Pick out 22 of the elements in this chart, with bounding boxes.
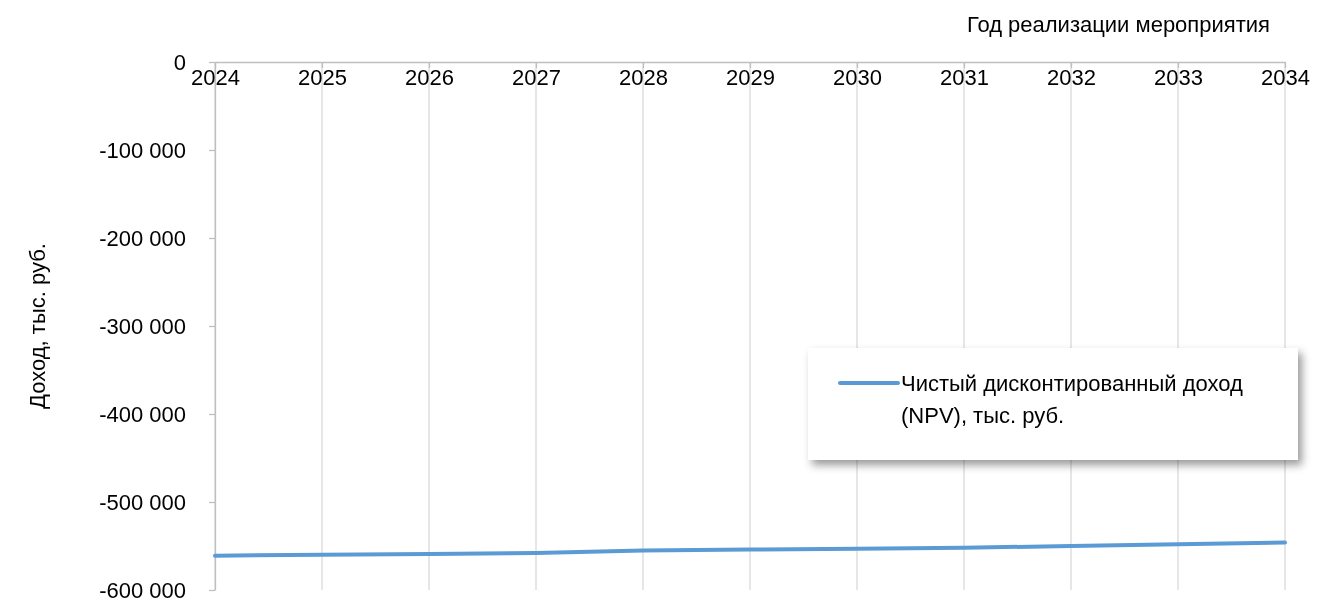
x-tick-label: 2028 <box>619 65 668 90</box>
y-tick-label: -400 000 <box>99 401 186 427</box>
x-tick-label: 2030 <box>833 65 882 90</box>
x-tick-label: 2031 <box>940 65 989 90</box>
y-tick-label: 0 <box>173 49 186 75</box>
x-tick-label: 2027 <box>512 65 561 90</box>
x-tick-label: 2032 <box>1047 65 1096 90</box>
x-tick-label: 2033 <box>1154 65 1203 90</box>
y-tick-label: -200 000 <box>99 225 186 251</box>
x-tick-label: 2025 <box>298 65 347 90</box>
x-tick-label: 2024 <box>191 65 240 90</box>
y-axis-title: Доход, тыс. руб. <box>25 243 50 409</box>
y-tick-label: -500 000 <box>99 489 186 515</box>
y-tick-label: -100 000 <box>99 137 186 163</box>
y-tick-label: -300 000 <box>99 313 186 339</box>
x-axis-title: Год реализации мероприятия <box>966 12 1270 37</box>
x-tick-label: 2029 <box>726 65 775 90</box>
y-tick-label: -600 000 <box>99 577 186 603</box>
x-tick-label: 2026 <box>405 65 454 90</box>
x-tick-label: 2034 <box>1261 65 1310 90</box>
legend-label: Чистый дисконтированный доход (NPV), тыс. руб. <box>901 371 1243 428</box>
line-series <box>213 540 1287 558</box>
